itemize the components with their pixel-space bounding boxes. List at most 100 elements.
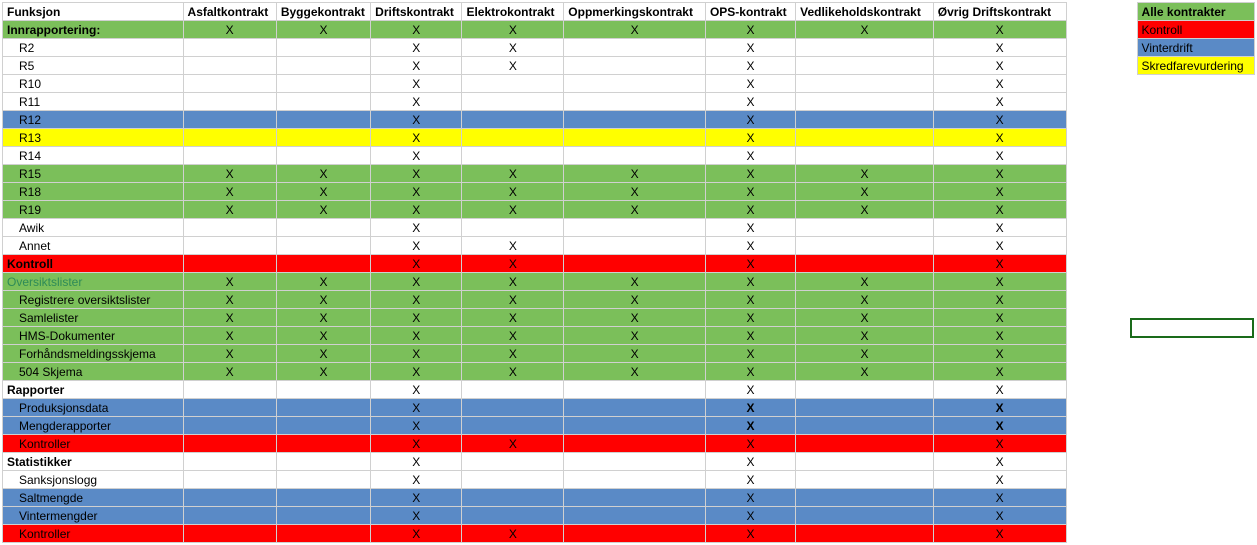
data-cell[interactable]: X [371,345,462,363]
data-cell[interactable] [183,399,276,417]
data-cell[interactable]: X [933,471,1066,489]
data-cell[interactable] [183,129,276,147]
data-cell[interactable]: X [933,39,1066,57]
data-cell[interactable] [564,219,706,237]
data-cell[interactable]: X [564,21,706,39]
data-cell[interactable]: X [933,57,1066,75]
row-label[interactable]: Awik [3,219,184,237]
row-label[interactable]: R11 [3,93,184,111]
data-cell[interactable]: X [183,273,276,291]
data-cell[interactable] [462,507,564,525]
data-cell[interactable]: X [933,291,1066,309]
data-cell[interactable]: X [933,345,1066,363]
data-cell[interactable] [564,489,706,507]
data-cell[interactable]: X [276,183,370,201]
data-cell[interactable]: X [933,525,1066,543]
data-cell[interactable]: X [933,327,1066,345]
data-cell[interactable] [564,75,706,93]
data-cell[interactable]: X [462,39,564,57]
data-cell[interactable]: X [462,57,564,75]
data-cell[interactable] [796,219,934,237]
data-cell[interactable]: X [705,381,795,399]
data-cell[interactable] [564,93,706,111]
column-header-oppmerkingskontrakt[interactable]: Oppmerkingskontrakt [564,3,706,21]
column-header-vedlikeholdskontrakt[interactable]: Vedlikeholdskontrakt [796,3,934,21]
row-label[interactable]: R18 [3,183,184,201]
table-row[interactable]: KontrollXXXX [3,255,1067,273]
data-cell[interactable]: X [933,363,1066,381]
data-cell[interactable] [183,381,276,399]
data-cell[interactable]: X [933,489,1066,507]
data-cell[interactable] [564,417,706,435]
data-cell[interactable]: X [371,75,462,93]
table-row[interactable]: RapporterXXX [3,381,1067,399]
data-cell[interactable]: X [933,129,1066,147]
data-cell[interactable] [462,147,564,165]
data-cell[interactable]: X [564,363,706,381]
data-cell[interactable] [462,471,564,489]
row-label[interactable]: R15 [3,165,184,183]
data-cell[interactable]: X [564,327,706,345]
data-cell[interactable]: X [705,489,795,507]
data-cell[interactable] [183,39,276,57]
row-label[interactable]: Rapporter [3,381,184,399]
data-cell[interactable]: X [933,165,1066,183]
data-cell[interactable]: X [933,417,1066,435]
data-cell[interactable] [796,129,934,147]
data-cell[interactable]: X [933,453,1066,471]
data-cell[interactable]: X [371,183,462,201]
data-cell[interactable]: X [371,453,462,471]
data-cell[interactable] [796,453,934,471]
data-cell[interactable] [564,507,706,525]
data-cell[interactable]: X [462,363,564,381]
data-cell[interactable]: X [371,327,462,345]
data-cell[interactable]: X [371,525,462,543]
data-cell[interactable] [183,75,276,93]
data-cell[interactable] [796,399,934,417]
data-cell[interactable]: X [462,165,564,183]
table-row[interactable]: KontrollerXXXX [3,525,1067,543]
data-cell[interactable]: X [276,21,370,39]
data-cell[interactable]: X [462,525,564,543]
data-cell[interactable]: X [796,165,934,183]
data-cell[interactable]: X [705,327,795,345]
row-label[interactable]: Oversiktslister [3,273,184,291]
data-cell[interactable]: X [705,75,795,93]
table-row[interactable]: StatistikkerXXX [3,453,1067,471]
data-cell[interactable]: X [705,255,795,273]
data-cell[interactable]: X [796,273,934,291]
row-label[interactable]: Produksjonsdata [3,399,184,417]
row-label[interactable]: Statistikker [3,453,184,471]
data-cell[interactable] [183,507,276,525]
data-cell[interactable] [183,255,276,273]
data-cell[interactable] [276,453,370,471]
data-cell[interactable] [796,75,934,93]
row-label[interactable]: Saltmengde [3,489,184,507]
row-label[interactable]: R12 [3,111,184,129]
data-cell[interactable]: X [796,21,934,39]
data-cell[interactable] [462,453,564,471]
data-cell[interactable] [276,435,370,453]
data-cell[interactable] [564,381,706,399]
table-row[interactable]: R19XXXXXXXX [3,201,1067,219]
row-label[interactable]: Annet [3,237,184,255]
data-cell[interactable]: X [183,21,276,39]
data-cell[interactable] [183,525,276,543]
row-label[interactable]: 504 Skjema [3,363,184,381]
data-cell[interactable]: X [705,93,795,111]
data-cell[interactable]: X [276,273,370,291]
row-label[interactable]: Kontroll [3,255,184,273]
data-cell[interactable]: X [371,111,462,129]
data-cell[interactable]: X [705,525,795,543]
data-cell[interactable] [276,111,370,129]
data-cell[interactable]: X [276,165,370,183]
data-cell[interactable] [183,435,276,453]
data-cell[interactable] [462,111,564,129]
data-cell[interactable] [564,453,706,471]
data-cell[interactable] [796,417,934,435]
data-cell[interactable] [796,57,934,75]
data-cell[interactable]: X [933,381,1066,399]
data-cell[interactable] [276,525,370,543]
data-cell[interactable]: X [183,327,276,345]
table-row[interactable]: SaltmengdeXXX [3,489,1067,507]
